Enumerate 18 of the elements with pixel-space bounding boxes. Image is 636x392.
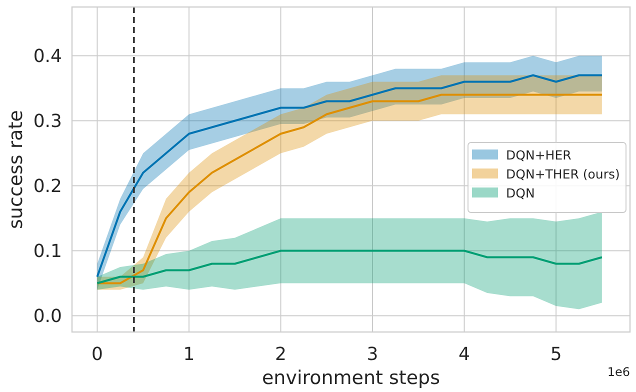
x-tick-label: 5 xyxy=(550,344,562,365)
x-tick-label: 1 xyxy=(183,344,195,365)
line-series xyxy=(96,250,603,284)
x-tick-label: 3 xyxy=(366,344,378,365)
text: 1e6 xyxy=(607,365,630,379)
x-tick-label: 2 xyxy=(275,344,286,365)
legend-label: DQN+THER (ours) xyxy=(506,166,620,182)
y-tick-label: 0.2 xyxy=(33,176,62,197)
y-tick-label: 0.1 xyxy=(33,240,62,262)
y-tick-label: 0.4 xyxy=(33,46,62,67)
x-tick-label: 0 xyxy=(92,344,103,365)
legend-label: DQN+HER xyxy=(506,148,572,162)
x-tick-label: 4 xyxy=(458,344,470,365)
y-tick-label: 0.0 xyxy=(33,306,62,327)
y-axis-title: success rate xyxy=(5,110,27,229)
legend-label: DQN xyxy=(506,186,535,200)
y-tick-label: 0.3 xyxy=(33,110,62,132)
x-axis-title: environment steps xyxy=(262,367,440,389)
